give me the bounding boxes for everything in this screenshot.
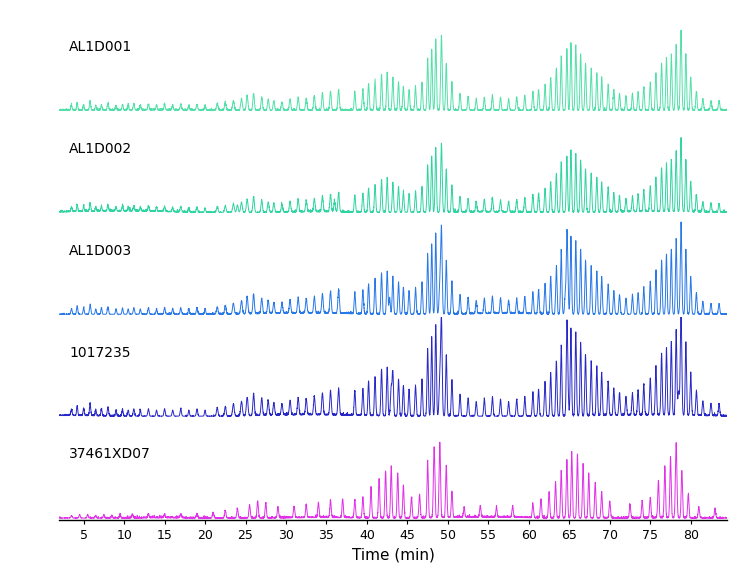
Text: AL1D001: AL1D001 bbox=[70, 40, 133, 54]
Text: AL1D003: AL1D003 bbox=[70, 244, 133, 258]
Text: AL1D002: AL1D002 bbox=[70, 142, 133, 156]
Text: 37461XD07: 37461XD07 bbox=[70, 448, 151, 461]
Text: 1017235: 1017235 bbox=[70, 346, 131, 360]
X-axis label: Time (min): Time (min) bbox=[352, 548, 435, 563]
